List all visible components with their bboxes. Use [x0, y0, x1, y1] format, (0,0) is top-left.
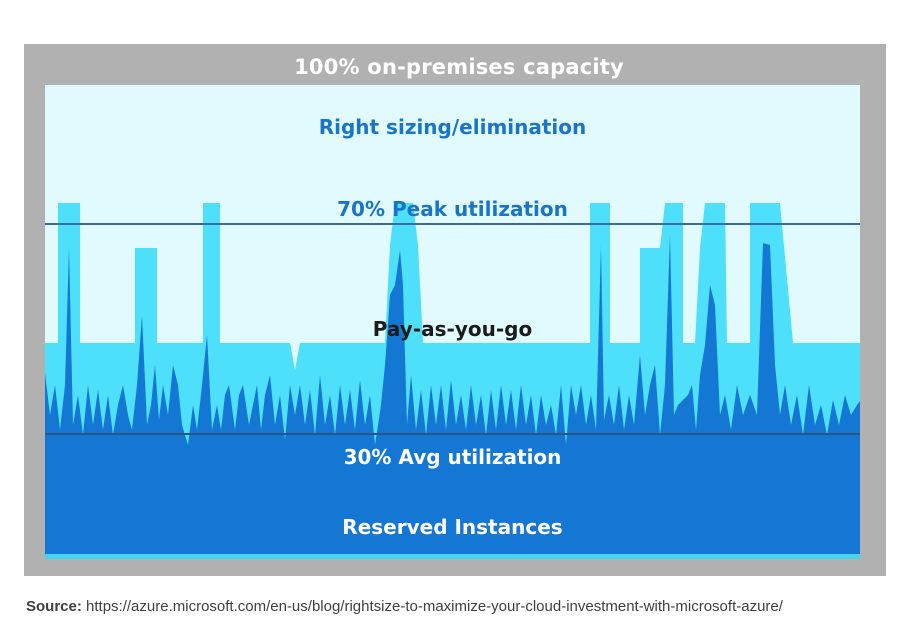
source-label: Source: [26, 598, 82, 615]
right-sizing-label: Right sizing/elimination [318, 115, 587, 139]
avg-utilization-label: 30% Avg utilization [343, 445, 562, 469]
utilization-chart [45, 203, 860, 559]
pay-as-you-go-label: Pay-as-you-go [372, 317, 533, 341]
reserved-instances-area [45, 235, 860, 559]
capacity-title: 100% on-premises capacity [294, 55, 624, 79]
peak-utilization-label: 70% Peak utilization [337, 197, 568, 221]
reserved-instances-label: Reserved Instances [342, 515, 563, 539]
source-caption: Source: https://azure.microsoft.com/en-u… [26, 598, 783, 615]
source-link[interactable]: https://azure.microsoft.com/en-us/blog/r… [86, 598, 783, 615]
utilization-diagram: Right sizing/elimination 70% Peak utiliz… [45, 85, 860, 559]
baseline [45, 554, 860, 559]
